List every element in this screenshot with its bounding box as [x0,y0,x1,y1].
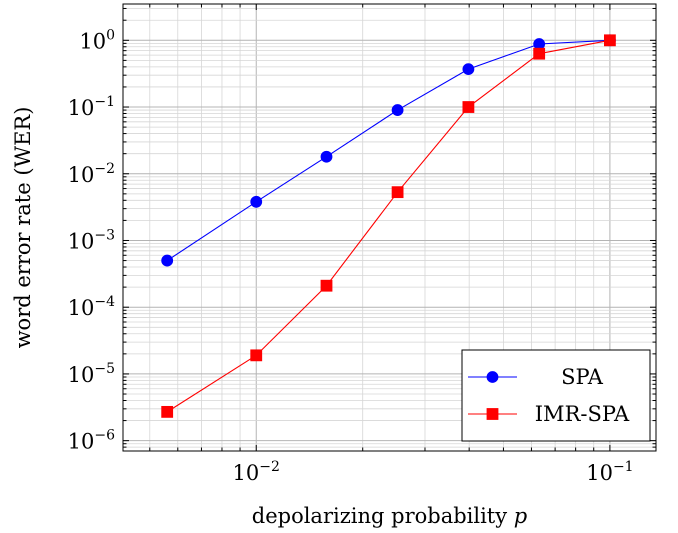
x-tick-label: 10−1 [586,459,633,485]
y-tick-label: 10−3 [68,227,115,253]
x-tick-label: 10−2 [233,459,280,485]
data-point-spa [462,63,475,76]
legend-marker-imr-spa [486,408,499,420]
data-point-imr-spa [604,34,616,47]
y-tick-label: 10−4 [68,294,115,320]
y-tick-label: 10−1 [68,94,115,120]
data-point-spa [161,254,174,267]
data-point-imr-spa [462,101,475,113]
data-point-imr-spa [250,349,263,362]
y-tick-label: 10−5 [68,361,115,387]
legend-box [461,349,651,442]
data-point-imr-spa [533,47,546,60]
plot-frame [122,3,657,452]
tick-labels: 10−2 10−1 10−6 10−5 10−4 10−3 10−2 10−1 100 [68,27,634,485]
y-axis-label: word error rate (WER) [11,107,35,349]
legend-marker-spa [486,371,499,383]
y-tick-label: 100 [79,27,115,53]
data-point-spa [320,150,333,163]
data-point-spa [250,195,263,208]
x-axis-label: depolarizing probability p [252,504,527,528]
data-point-imr-spa [391,186,404,199]
data-point-imr-spa [161,405,174,418]
y-tick-label: 10−6 [68,428,115,454]
legend-label-spa: SPA [561,365,604,389]
y-tick-label: 10−2 [68,161,115,187]
data-point-imr-spa [320,279,333,292]
legend: SPA IMR-SPA [461,349,651,442]
series-line-spa [166,39,610,262]
legend-label-imr-spa: IMR-SPA [535,402,630,426]
series-markers [161,34,616,418]
data-point-spa [391,104,404,116]
ticks [123,4,656,452]
